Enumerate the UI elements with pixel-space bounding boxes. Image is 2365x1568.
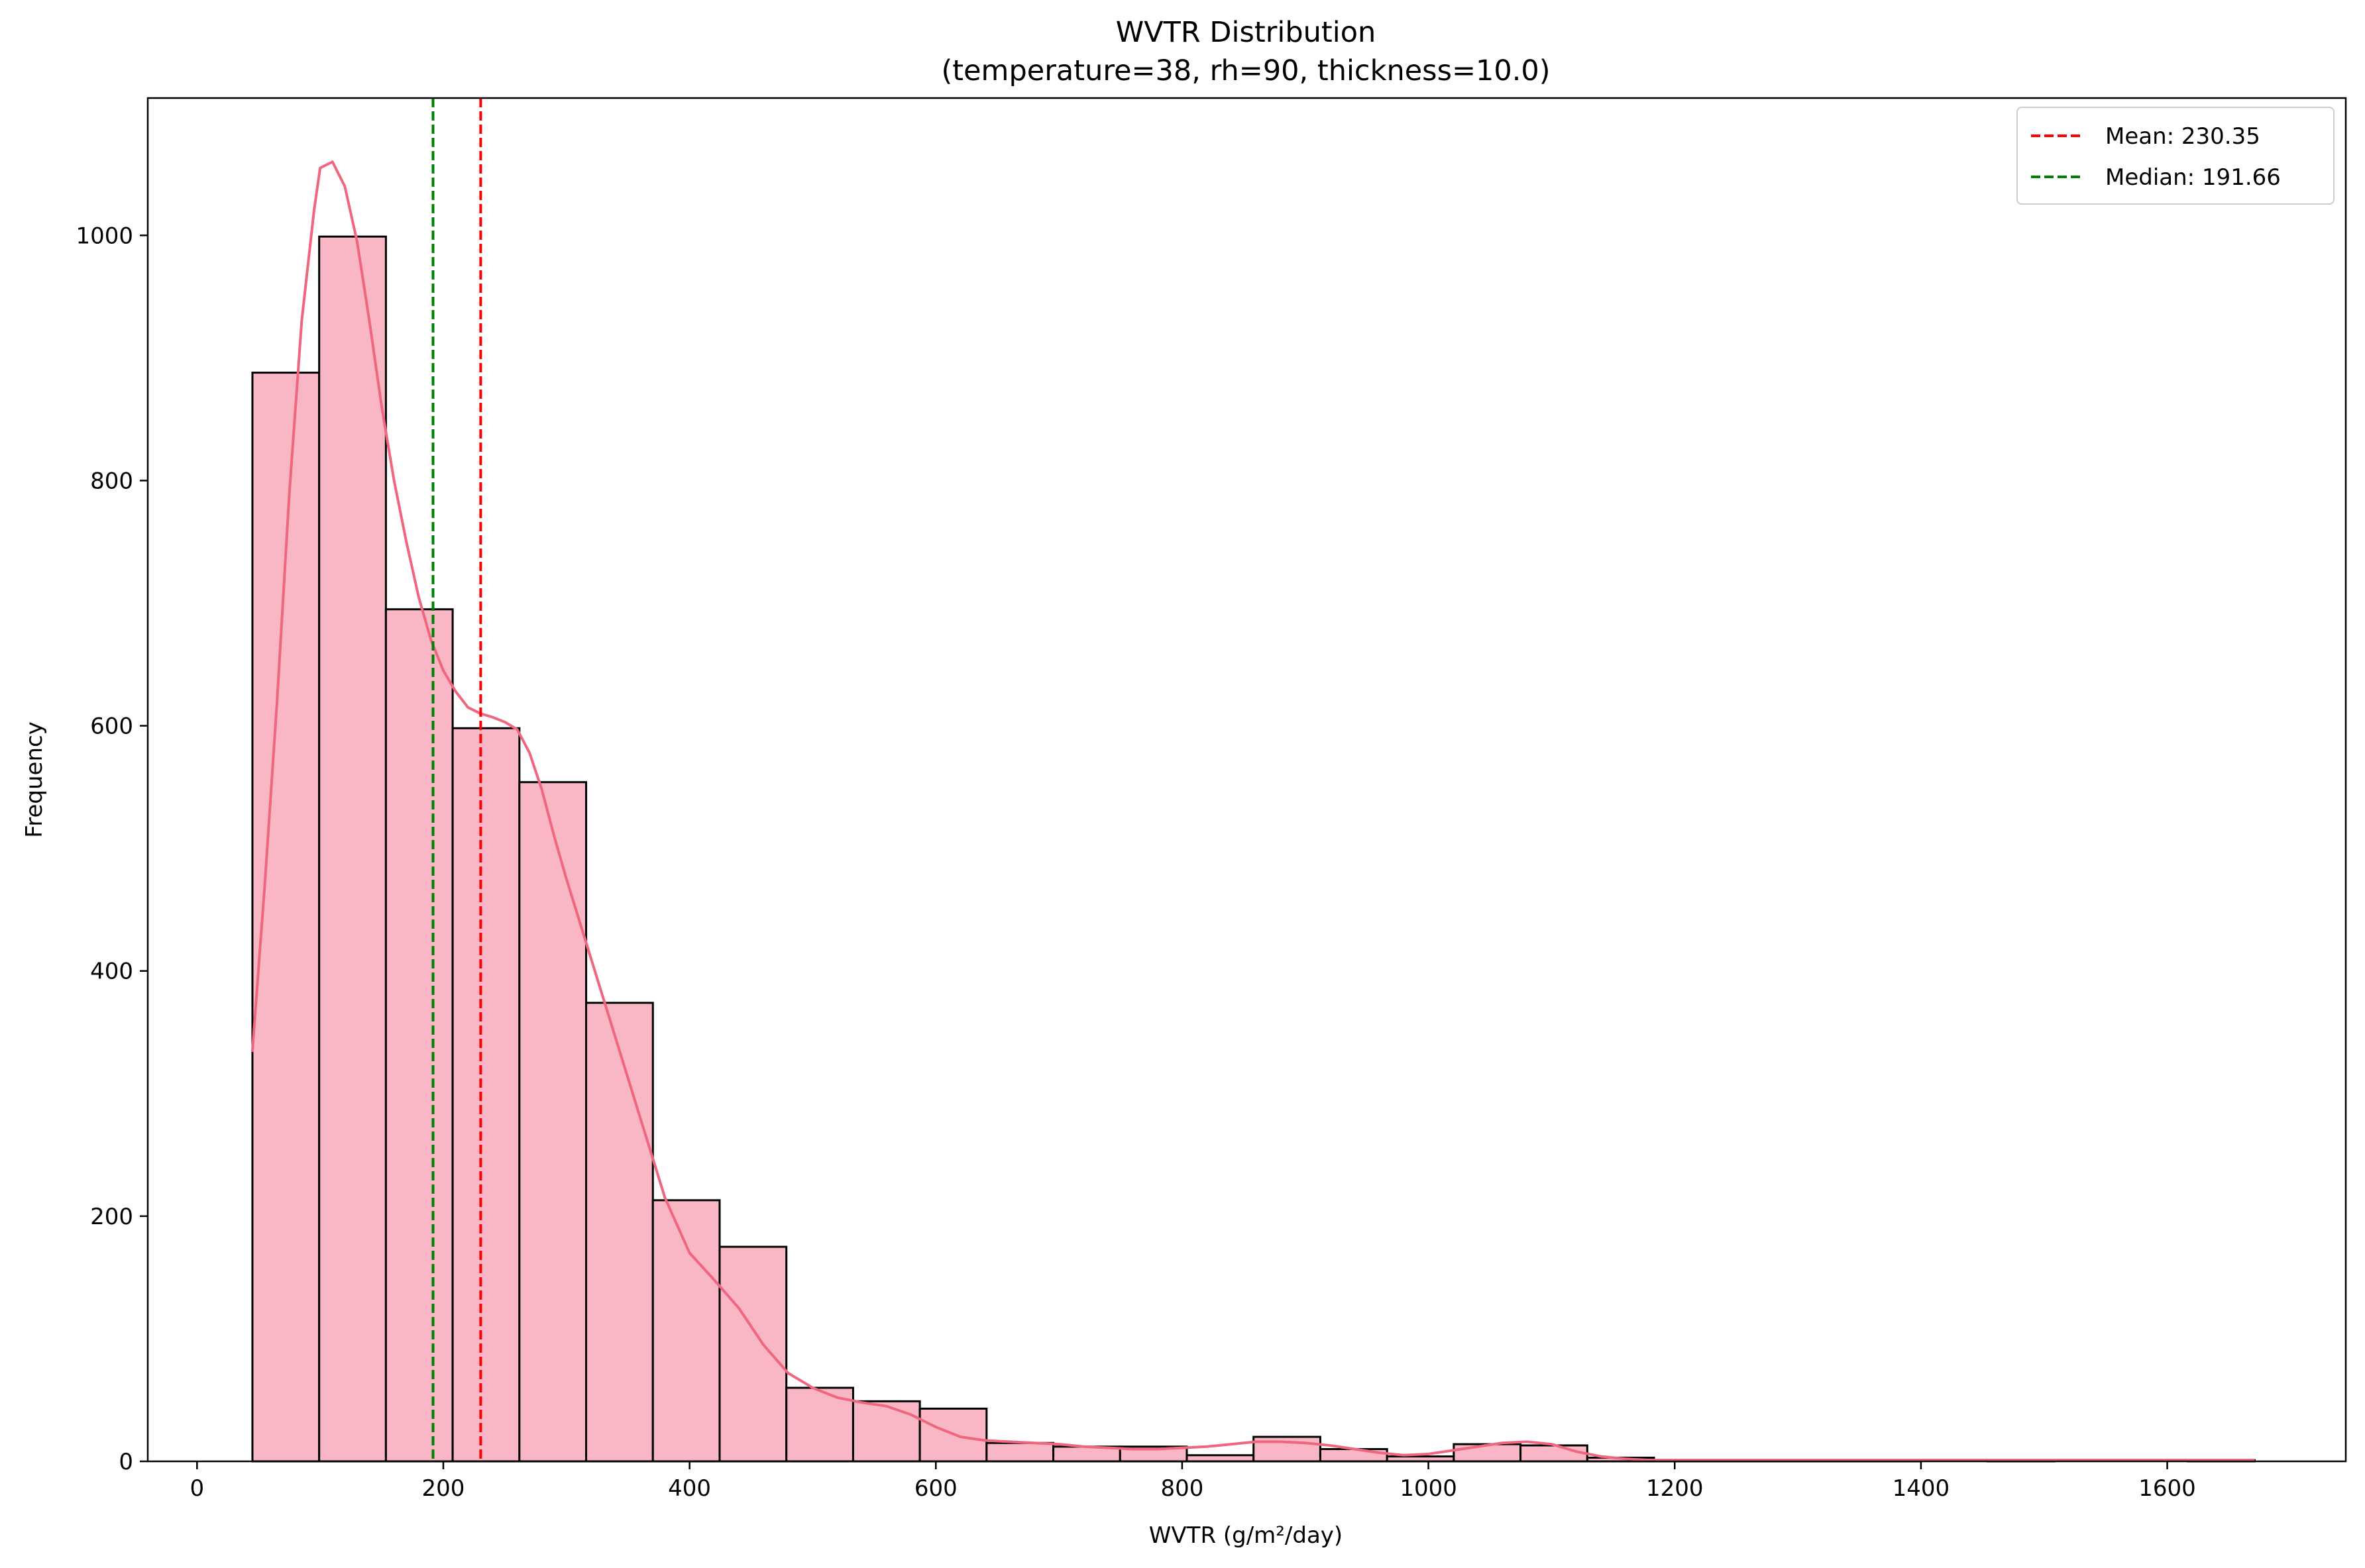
y-tick-label: 1000 xyxy=(76,223,133,249)
y-tick-label: 400 xyxy=(90,959,133,985)
y-tick-label: 800 xyxy=(90,468,133,494)
y-axis-label: Frequency xyxy=(21,721,48,838)
legend: Mean: 230.35 Median: 191.66 xyxy=(2016,107,2335,205)
x-tick-label: 1600 xyxy=(2138,1475,2196,1502)
histogram-bar xyxy=(1319,1447,1388,1463)
y-tick-label: 600 xyxy=(90,713,133,740)
histogram-bars xyxy=(251,235,2256,1463)
histogram-bar xyxy=(1453,1443,1522,1463)
histogram-bar xyxy=(852,1400,921,1463)
histogram-bar xyxy=(384,608,454,1463)
legend-median-label: Median: 191.66 xyxy=(2105,164,2281,191)
chart-subtitle: (temperature=38, rh=90, thickness=10.0) xyxy=(941,54,1550,87)
histogram-bar xyxy=(785,1386,854,1463)
histogram-bar xyxy=(651,1199,721,1463)
kde-curve xyxy=(250,160,2255,1462)
histogram-bar xyxy=(1519,1444,1588,1463)
y-axis-ticks: 0 200 400 600 800 1000 xyxy=(76,223,148,1475)
x-tick-label: 400 xyxy=(668,1475,711,1502)
x-tick-label: 1400 xyxy=(1893,1475,1950,1502)
chart-title: WVTR Distribution xyxy=(1116,16,1376,49)
x-tick-label: 1000 xyxy=(1400,1475,1457,1502)
legend-mean-label: Mean: 230.35 xyxy=(2105,123,2260,150)
y-tick-label: 200 xyxy=(90,1204,133,1230)
kde-curve-group xyxy=(250,160,2255,1462)
x-axis-ticks: 0 200 400 600 800 1000 1200 1400 1600 xyxy=(190,1461,2196,1502)
histogram-bar xyxy=(585,1002,654,1463)
plot-frame xyxy=(146,97,2347,1463)
histogram-bar xyxy=(718,1245,788,1463)
histogram-bar xyxy=(518,781,588,1463)
x-tick-label: 200 xyxy=(422,1475,465,1502)
histogram-bar xyxy=(1185,1454,1255,1463)
x-axis-label: WVTR (g/m²/day) xyxy=(1149,1522,1343,1549)
histogram-bar xyxy=(318,235,387,1463)
x-tick-label: 1200 xyxy=(1646,1475,1704,1502)
x-tick-label: 0 xyxy=(190,1475,205,1502)
x-tick-label: 800 xyxy=(1160,1475,1203,1502)
histogram-bar xyxy=(451,727,521,1463)
legend-box xyxy=(2016,107,2335,205)
reference-lines xyxy=(431,98,482,1461)
histogram-bar xyxy=(985,1441,1055,1463)
x-tick-label: 600 xyxy=(914,1475,958,1502)
y-tick-label: 0 xyxy=(119,1449,133,1475)
